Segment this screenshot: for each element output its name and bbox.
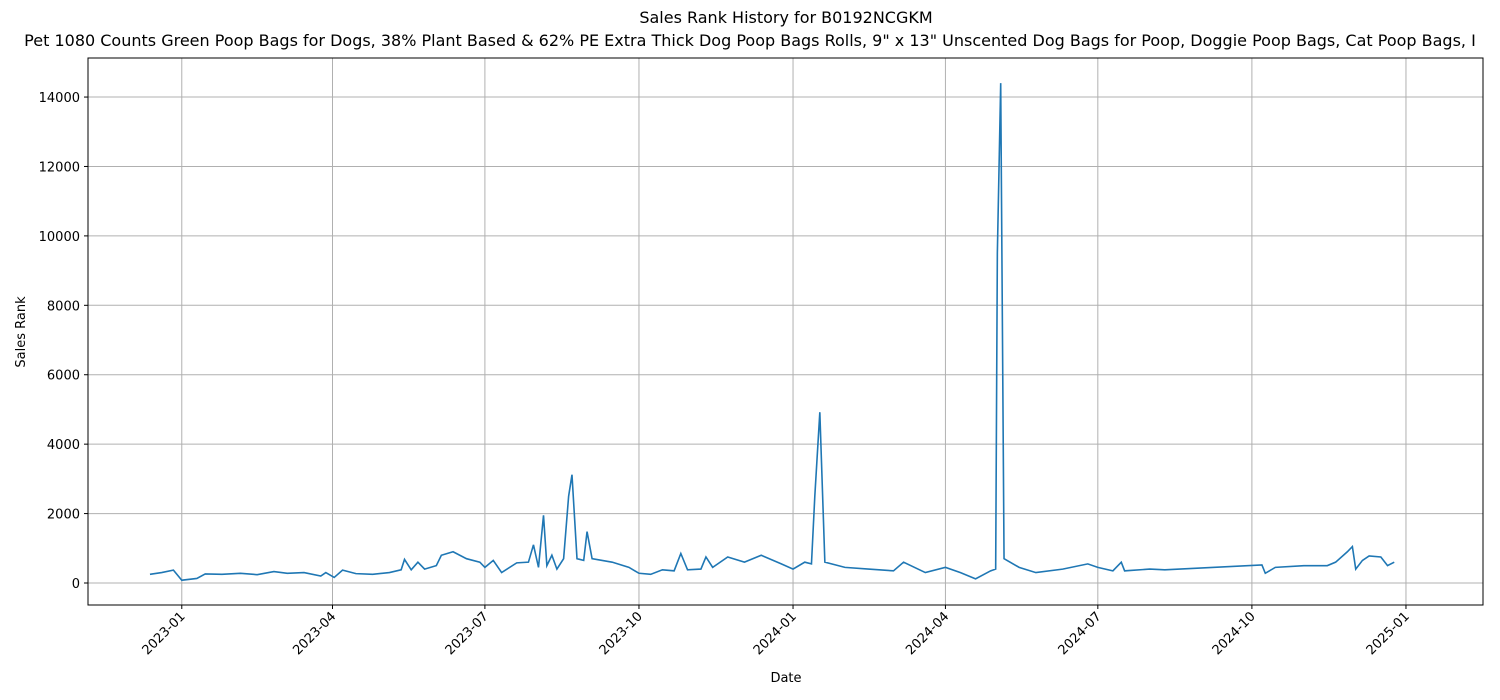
x-axis-label: Date — [770, 671, 801, 686]
plot-frame — [87, 57, 1484, 606]
y-tick-label: 6000 — [47, 369, 80, 384]
x-tick-label: 2024-07 — [1056, 609, 1105, 658]
y-tick-label: 10000 — [39, 230, 80, 245]
x-tick-label: 2025-01 — [1364, 609, 1413, 658]
x-tick-label: 2023-04 — [290, 609, 339, 658]
y-tick-label: 8000 — [47, 299, 80, 314]
y-axis-label: Sales Rank — [14, 296, 29, 368]
series-line — [149, 83, 1395, 582]
x-tick-label: 2023-01 — [140, 609, 189, 658]
y-tick-label: 14000 — [39, 91, 80, 106]
chart-subtitle: Pet 1080 Counts Green Poop Bags for Dogs… — [24, 31, 1476, 50]
y-tick-label: 2000 — [47, 508, 80, 523]
x-tick-label: 2024-04 — [903, 609, 952, 658]
y-tick-label: 12000 — [39, 160, 80, 175]
y-tick-label: 4000 — [47, 438, 80, 453]
x-tick-label: 2023-10 — [597, 609, 646, 658]
y-tick-label: 0 — [72, 577, 80, 592]
x-tick-label: 2024-01 — [751, 609, 800, 658]
chart-title: Sales Rank History for B0192NCGKM — [639, 8, 932, 27]
x-tick-label: 2023-07 — [443, 609, 492, 658]
x-tick-label: 2024-10 — [1210, 609, 1259, 658]
